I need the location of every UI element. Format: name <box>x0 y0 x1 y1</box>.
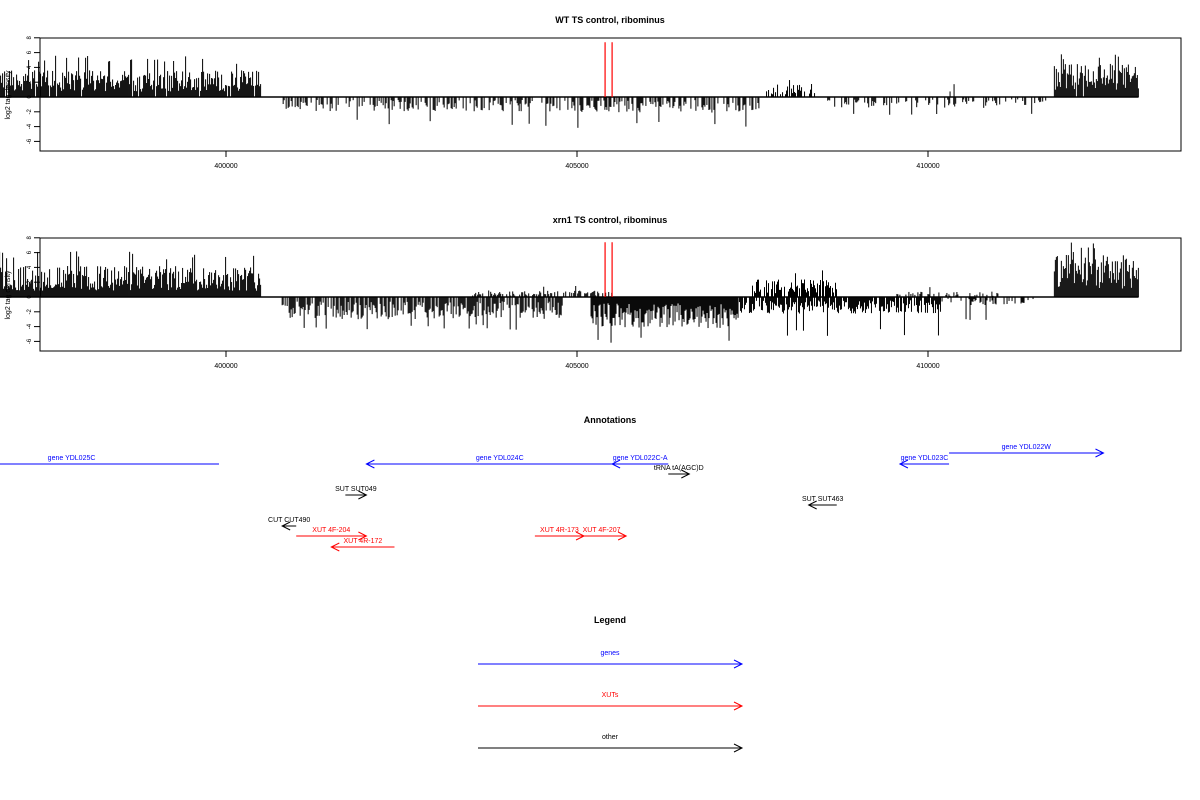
annotation-features: gene YDL030Wgene YDL029Wgene YDL028Cgene… <box>0 444 1105 552</box>
legend-arrowhead <box>733 659 744 669</box>
x-tick-label: 400000 <box>214 363 237 370</box>
feature-arrowhead <box>365 459 375 469</box>
annotation-feature: tRNA tA(AGC)D <box>654 465 704 479</box>
annotation-feature: XUT 4F-204 <box>296 527 368 541</box>
annotation-feature: SUT SUT049 <box>335 486 377 500</box>
x-tick-label: 405000 <box>565 363 588 370</box>
legend-title: Legend <box>594 615 626 625</box>
annotation-feature: gene YDL022W <box>949 444 1105 458</box>
feature-label: XUT 4F-207 <box>583 527 621 534</box>
feature-arrowhead <box>898 459 909 469</box>
y-tick-label: 6 <box>27 250 33 254</box>
feature-arrowhead <box>617 531 628 541</box>
feature-arrowhead <box>1095 448 1105 458</box>
xrn1-track-panel: xrn1 TS control, ribominus log2 tag dens… <box>0 215 1182 370</box>
feature-label: tRNA tA(AGC)D <box>654 465 704 472</box>
feature-label: gene YDL025C <box>48 455 96 462</box>
legend-items: genes XUTs other <box>478 650 744 753</box>
y-tick-label: 6 <box>27 50 33 54</box>
feature-arrowhead <box>610 459 621 469</box>
y-tick-label: -2 <box>27 108 33 114</box>
feature-label: gene YDL022W <box>1002 444 1052 451</box>
legend-item: other <box>478 734 744 753</box>
feature-label: gene YDL022C-A <box>613 455 668 462</box>
y-tick-label: -4 <box>27 123 33 129</box>
y-tick-label: -6 <box>27 338 33 344</box>
y-tick-label: 8 <box>27 35 33 39</box>
y-tick-label: 4 <box>27 265 33 269</box>
annotation-feature: gene YDL025C <box>0 455 219 465</box>
x-tick-label: 405000 <box>565 163 588 170</box>
annotation-feature: CUT CUT490 <box>268 517 310 531</box>
feature-label: gene YDL023C <box>901 455 949 462</box>
annotation-feature: XUT 4F-207 <box>577 527 628 541</box>
annotation-feature: gene YDL024C <box>365 455 634 469</box>
feature-label: SUT SUT463 <box>802 496 844 503</box>
feature-arrowhead <box>807 500 817 510</box>
xrn1-track-title: xrn1 TS control, ribominus <box>553 215 668 225</box>
legend-arrowhead <box>733 701 744 711</box>
y-tick-label: 4 <box>27 65 33 69</box>
feature-label: gene YDL024C <box>476 455 524 462</box>
annotation-feature: XUT 4R-173 <box>534 527 586 541</box>
feature-arrowhead <box>358 490 368 500</box>
annotation-feature: gene YDL022C-A <box>610 455 669 469</box>
xrn1-density-bars <box>0 242 1139 343</box>
legend-item: XUTs <box>478 692 744 711</box>
feature-label: XUT 4R-173 <box>540 527 579 534</box>
x-tick-label: 410000 <box>916 163 939 170</box>
feature-arrowhead <box>681 469 691 479</box>
y-tick-label: 8 <box>27 235 33 239</box>
wt-track-panel: WT TS control, ribominus log2 tag densit… <box>0 15 1182 170</box>
annotation-feature: XUT 4R-172 <box>330 538 395 552</box>
y-tick-label: 2 <box>27 280 33 284</box>
feature-arrowhead <box>330 542 340 552</box>
y-tick-label: 2 <box>27 80 33 84</box>
y-tick-label: -6 <box>27 138 33 144</box>
feature-label: CUT CUT490 <box>268 517 310 524</box>
feature-label: XUT 4F-204 <box>312 527 350 534</box>
legend-panel: Legend genes XUTs other <box>478 615 744 753</box>
annotations-panel: Annotations gene YDL030Wgene YDL029Wgene… <box>0 415 1105 552</box>
x-tick-label: 410000 <box>916 363 939 370</box>
wt-track-title: WT TS control, ribominus <box>555 15 665 25</box>
legend-label: XUTs <box>602 692 619 699</box>
feature-arrowhead <box>281 521 291 531</box>
y-tick-label: -4 <box>27 323 33 329</box>
legend-label: genes <box>600 650 620 657</box>
annotation-feature: gene YDL023C <box>898 455 950 469</box>
feature-label: SUT SUT049 <box>335 486 377 493</box>
feature-arrowhead <box>358 531 368 541</box>
feature-label: XUT 4R-172 <box>343 538 382 545</box>
legend-arrowhead <box>733 743 744 753</box>
wt-axis-ticks: -6-4-202468400000405000410000 <box>27 35 940 170</box>
annotations-title: Annotations <box>584 415 637 425</box>
x-tick-label: 400000 <box>214 163 237 170</box>
wt-density-bars <box>0 42 1139 128</box>
legend-label: other <box>602 734 619 741</box>
legend-item: genes <box>478 650 744 669</box>
y-tick-label: -2 <box>27 308 33 314</box>
annotation-feature: SUT SUT463 <box>802 496 844 510</box>
